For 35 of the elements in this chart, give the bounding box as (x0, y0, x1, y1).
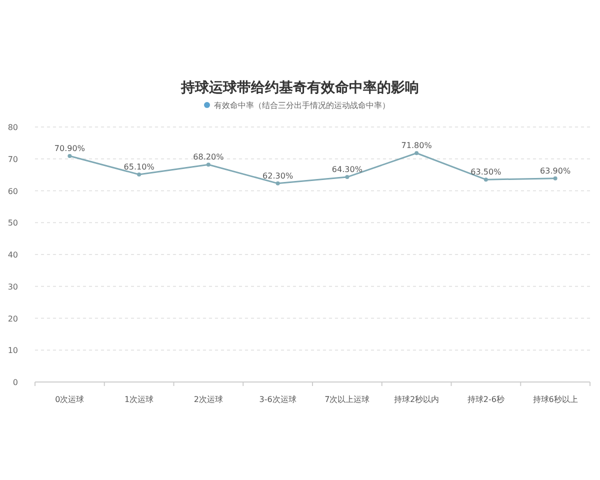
y-tick-label: 80 (8, 123, 18, 132)
point (276, 181, 280, 186)
point (137, 172, 142, 176)
point (484, 178, 488, 182)
x-tick-label: 2次运球 (194, 395, 223, 404)
y-tick-label: 30 (8, 282, 18, 292)
x-tick-label: 0次运球 (55, 395, 84, 404)
y-tick-label: 20 (8, 314, 18, 324)
y-tick-label: 70 (8, 154, 18, 164)
y-tick-label: 60 (8, 186, 18, 196)
point (68, 154, 72, 158)
point (414, 151, 419, 156)
data-label: 62.30% (262, 171, 294, 180)
point (553, 176, 558, 180)
data-label: 63.50% (470, 168, 502, 177)
x-tick-label: 持球2秒以内 (394, 395, 440, 404)
x-tick-label: 持球6秒以上 (532, 395, 578, 404)
chart-title: 持球运球带给约基奇有效命中率的影响 (180, 79, 419, 96)
x-tick-label: 3-6次运球 (259, 395, 296, 404)
legend: 有效命中率（结合三分出手情况的运动战命中率） (204, 101, 390, 110)
point (345, 175, 350, 180)
y-tick-label: 10 (8, 346, 18, 356)
data-label: 63.90% (540, 166, 571, 176)
point (206, 162, 210, 167)
data-label: 71.80% (401, 141, 432, 150)
y-tick-label: 40 (8, 250, 18, 260)
data-label: 70.90% (54, 144, 86, 154)
x-tick-label: 1次运球 (124, 395, 154, 404)
data-label: 68.20% (193, 152, 224, 162)
x-tick-label: 7次以上运球 (324, 395, 370, 404)
y-tick-label: 50 (8, 218, 18, 228)
x-tick-label: 持球2-6秒 (467, 395, 504, 404)
data-label: 65.10% (124, 162, 155, 172)
y-tick-label: 0 (12, 378, 18, 387)
data-label: 64.30% (332, 165, 363, 174)
